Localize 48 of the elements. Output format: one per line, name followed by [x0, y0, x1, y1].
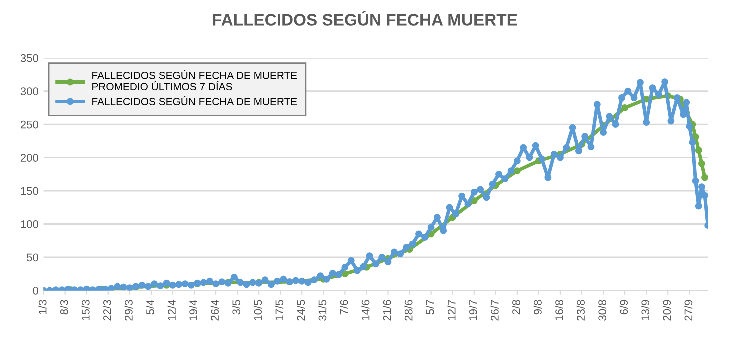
x-tick-label: 6/9 [620, 300, 628, 315]
point [514, 168, 521, 175]
point [470, 198, 478, 204]
point [622, 104, 629, 112]
y-tick-label: 50 [27, 254, 39, 262]
point [702, 174, 708, 182]
x-tick-label: 19/4 [189, 300, 198, 321]
x-tick-label: 5/4 [146, 300, 154, 315]
y-tick-label: 0 [33, 286, 39, 295]
x-tick-label: 26/7 [490, 300, 499, 321]
x-tick-label: 30/8 [598, 300, 607, 321]
x-tick-label: 8/3 [60, 300, 68, 315]
x-tick-label: 3/5 [232, 300, 241, 315]
x-tick-label: 1/3 [38, 300, 47, 314]
x-tick-label: 7/6 [340, 300, 348, 315]
x-tick-label: 14/6 [362, 300, 370, 321]
x-tick-label: 17/5 [275, 300, 284, 321]
point [698, 160, 706, 168]
x-tick-label: 12/4 [168, 300, 176, 321]
x-tick-label: 26/4 [210, 300, 220, 321]
x-tick-label: 24/5 [296, 300, 306, 321]
x-tick-label: 28/6 [404, 300, 413, 321]
y-tick-label: 200 [20, 154, 39, 162]
legend-label: FALLECIDOS SEGÚN FECHA DE MUERTE [92, 96, 298, 106]
y-tick-label: 300 [20, 88, 39, 96]
legend-label: FALLECIDOS SEGÚN FECHA DE MUERTE PROMEDIO ÚLTIMOS 7 DÍAS [92, 70, 298, 91]
x-tick-label: 23/8 [576, 300, 585, 321]
x-tick-label: 5/7 [426, 300, 434, 315]
x-tick-label: 2/8 [512, 300, 520, 315]
x-tick-label: 9/8 [534, 300, 542, 315]
x-tick-label: 27/9 [684, 300, 693, 321]
x-tick-label: 12/7 [448, 300, 456, 321]
x-tick-label: 31/5 [318, 300, 327, 321]
x-tick-label: 21/6 [383, 300, 392, 321]
x-tick-label: 19/7 [469, 300, 478, 321]
x-tick-label: 29/3 [124, 300, 133, 321]
point [695, 147, 702, 154]
x-tick-label: 22/3 [103, 300, 112, 321]
x-tick-label: 13/9 [641, 300, 650, 321]
y-tick-label: 100 [21, 220, 39, 228]
y-tick-label: 150 [21, 187, 39, 196]
y-tick-label: 350 [20, 54, 39, 62]
x-tick-label: 15/3 [82, 300, 90, 321]
x-tick-label: 20/9 [662, 300, 672, 321]
y-tick-label: 250 [20, 120, 39, 129]
chart-title: FALLECIDOS SEGÚN FECHA MUERTE [213, 10, 518, 26]
x-tick-label: 16/8 [555, 300, 564, 321]
x-tick-label: 10/5 [254, 300, 262, 321]
